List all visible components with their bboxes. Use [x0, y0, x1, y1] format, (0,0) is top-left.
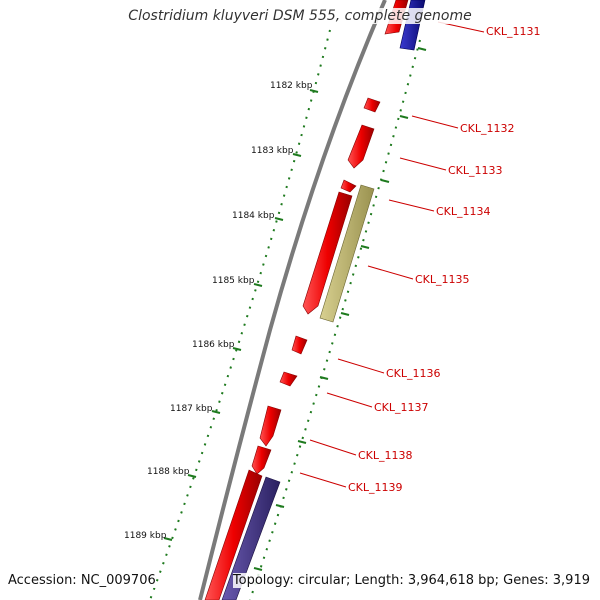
kbp-tick-mark [274, 217, 284, 221]
kbp-ruler [149, 29, 331, 600]
inner-tick [417, 47, 427, 51]
genome-summary: Topology: circular; Length: 3,964,618 bp… [232, 573, 590, 588]
inner-tick [275, 504, 285, 508]
kbp-tick-mark [292, 153, 302, 157]
kbp-tick-label: 1184 kbp [232, 211, 275, 221]
kbp-tick-mark [211, 410, 221, 414]
kbp-tick-label: 1185 kbp [212, 276, 255, 286]
genome-backbone [198, 0, 387, 600]
gene-ckl-1134[interactable] [340, 179, 357, 193]
gene-ckl-1136[interactable] [291, 335, 308, 355]
gene-label-ckl-1133[interactable]: CKL_1133 [448, 164, 503, 177]
gene-label-ckl-1132[interactable]: CKL_1132 [460, 122, 515, 135]
inner-tick [380, 179, 390, 183]
kbp-tick-mark [232, 347, 242, 351]
gene-label-ckl-1135[interactable]: CKL_1135 [415, 273, 470, 286]
leader-ckl-1134 [388, 199, 435, 212]
gene-ckl-1139[interactable] [251, 445, 272, 475]
gene-ckl-1135[interactable] [302, 191, 353, 315]
accession-text: Accession: NC_009706 [8, 573, 156, 588]
gene-label-ckl-1138[interactable]: CKL_1138 [358, 449, 413, 462]
kbp-tick-label: 1187 kbp [170, 404, 213, 414]
gene-labels: CKL_1131 CKL_1132 CKL_1133 CKL_1134 CKL_… [348, 25, 541, 494]
inner-ticks [253, 47, 427, 571]
gene-red-bottom[interactable] [204, 469, 263, 600]
gene-label-ckl-1136[interactable]: CKL_1136 [386, 367, 441, 380]
gene-label-ckl-1134[interactable]: CKL_1134 [436, 205, 491, 218]
gene-olive[interactable] [319, 184, 375, 323]
leader-ckl-1136 [337, 358, 385, 374]
gene-ckl-1132[interactable] [363, 97, 381, 113]
inner-tick [360, 245, 370, 249]
inner-tick [340, 312, 350, 316]
gene-ckl-1138[interactable] [259, 405, 282, 447]
map-title: Clostridium kluyveri DSM 555, complete g… [0, 8, 600, 24]
kbp-tick-label: 1189 kbp [124, 531, 167, 541]
kbp-tick-label: 1188 kbp [147, 467, 190, 477]
label-leaders [299, 21, 485, 488]
inner-tick [297, 440, 307, 444]
gene-ckl-1137[interactable] [279, 371, 298, 387]
kbp-tick-mark [253, 283, 263, 287]
inner-ruler [249, 39, 421, 600]
gene-label-ckl-1137[interactable]: CKL_1137 [374, 401, 429, 414]
gene-label-ckl-1131[interactable]: CKL_1131 [486, 25, 541, 38]
kbp-tick-label: 1182 kbp [270, 81, 313, 91]
gene-ckl-1133[interactable] [347, 124, 375, 169]
leader-ckl-1135 [367, 265, 414, 280]
leader-ckl-1138 [309, 439, 357, 456]
leader-ckl-1132 [411, 115, 459, 129]
gene-label-ckl-1139[interactable]: CKL_1139 [348, 481, 403, 494]
genes [204, 0, 426, 600]
kbp-tick-label: 1183 kbp [251, 146, 294, 156]
kbp-tick-label: 1186 kbp [192, 340, 235, 350]
kbp-tick-mark [187, 474, 197, 478]
kbp-tick-mark [163, 537, 173, 541]
inner-tick [253, 567, 263, 571]
kbp-ticks: 1182 kbp 1183 kbp 1184 kbp 1185 kbp 1186… [124, 81, 319, 541]
gene-purple[interactable] [221, 476, 281, 600]
kbp-tick-mark [309, 89, 319, 93]
leader-ckl-1137 [326, 392, 373, 408]
inner-tick [319, 376, 329, 380]
leader-ckl-1139 [299, 472, 347, 488]
inner-tick [399, 115, 409, 119]
leader-ckl-1133 [399, 157, 447, 171]
